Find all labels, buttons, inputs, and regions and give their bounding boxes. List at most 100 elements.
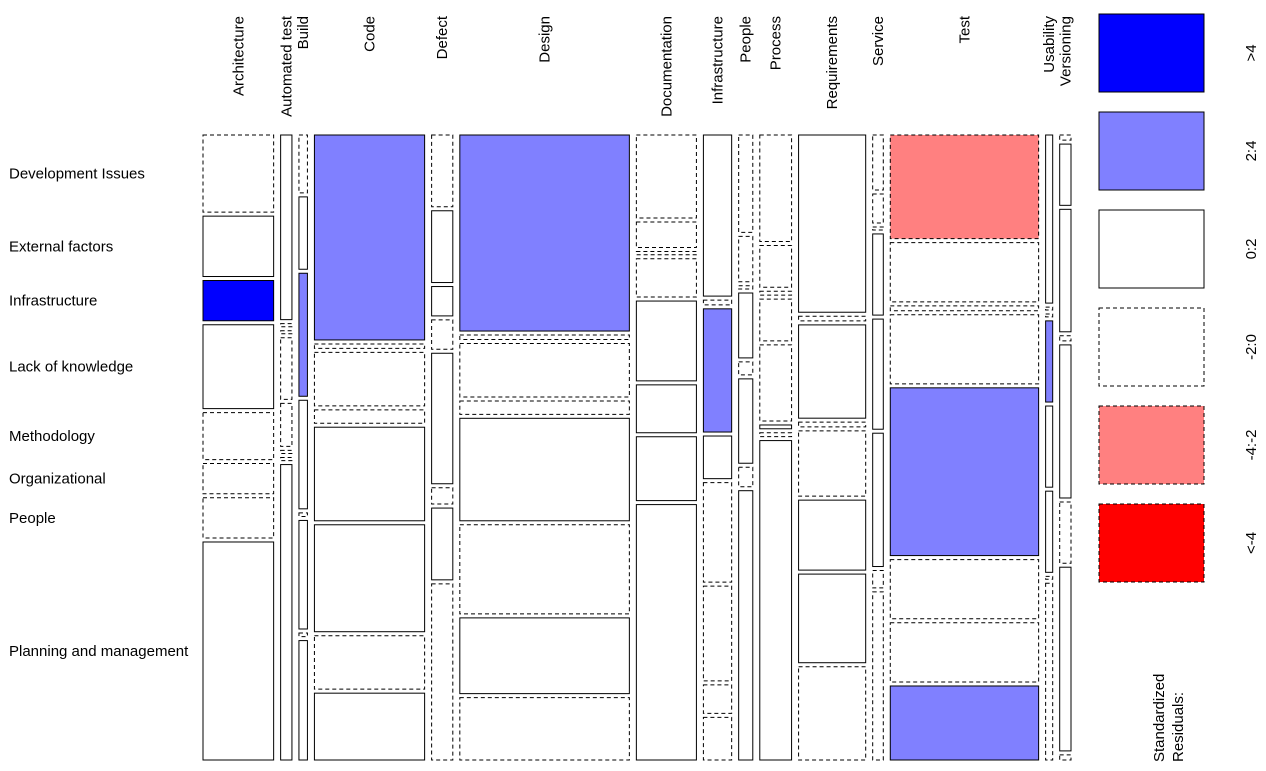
tile-documentation-methodology: [635, 300, 697, 382]
column-label-requirements: Requirements: [824, 16, 841, 109]
tile-test-people: [889, 622, 1040, 683]
tile-service-infrastructure: [872, 226, 884, 231]
tile-infrastructure-people: [702, 684, 733, 714]
tile-automated-test-external-factors: [280, 323, 293, 328]
tile-design-external-factors: [459, 334, 630, 340]
tile-service-lack-of-knowledge: [872, 233, 884, 316]
tile-code-lack-of-knowledge: [313, 409, 426, 424]
tile-usability-infrastructure: [1045, 313, 1054, 318]
tile-versioning-planning-and-management: [1059, 754, 1072, 761]
tile-defect-people: [431, 507, 454, 581]
column-label-design: Design: [537, 16, 554, 63]
column-label-infrastructure: Infrastructure: [710, 16, 727, 104]
tile-usability-methodology: [1045, 405, 1054, 488]
tile-test-planning-and-management: [889, 685, 1040, 761]
tile-design-people: [459, 617, 630, 695]
column-label-defect: Defect: [434, 15, 451, 59]
tile-build-lack-of-knowledge: [298, 399, 308, 510]
column-label-build: Build: [295, 16, 312, 49]
tile-usability-people: [1045, 575, 1054, 580]
tile-service-development-issues: [872, 134, 884, 191]
tile-infrastructure-infrastructure: [702, 308, 733, 433]
tile-architecture-organizational: [202, 463, 275, 495]
tile-versioning-organizational: [1059, 501, 1072, 564]
tile-documentation-planning-and-management: [635, 504, 697, 761]
row-label-infrastructure: Infrastructure: [9, 293, 97, 310]
legend-swatch-5: [1098, 503, 1205, 583]
tile-process-development-issues: [759, 134, 793, 242]
tile-versioning-lack-of-knowledge: [1059, 335, 1072, 342]
tile-people-people: [738, 466, 754, 488]
tile-code-planning-and-management: [313, 692, 426, 761]
tile-usability-development-issues: [1045, 134, 1054, 304]
tile-defect-development-issues: [431, 134, 454, 208]
tile-versioning-people: [1059, 566, 1072, 752]
tile-versioning-infrastructure: [1059, 208, 1072, 333]
tile-architecture-development-issues: [202, 134, 275, 213]
tile-infrastructure-lack-of-knowledge: [702, 435, 733, 480]
tile-process-planning-and-management: [759, 440, 793, 761]
column-label-test: Test: [956, 15, 973, 43]
tile-automated-test-organizational: [280, 449, 293, 455]
tile-test-infrastructure: [889, 305, 1040, 312]
tile-architecture-external-factors: [202, 215, 275, 278]
mosaic-tiles: [202, 134, 1072, 761]
tile-requirements-external-factors: [798, 315, 867, 322]
tile-design-development-issues: [459, 134, 630, 332]
legend-label-0: >4: [1243, 44, 1260, 61]
tile-infrastructure-planning-and-management: [702, 716, 733, 761]
tile-architecture-lack-of-knowledge: [202, 324, 275, 410]
tile-test-external-factors: [889, 242, 1040, 303]
legend-swatch-4: [1098, 405, 1205, 485]
tile-build-methodology: [298, 512, 308, 517]
tile-documentation-infrastructure: [635, 251, 697, 256]
tile-defect-external-factors: [431, 210, 454, 284]
tile-people-development-issues: [738, 134, 754, 233]
tile-requirements-organizational: [798, 499, 867, 571]
row-label-organizational: Organizational: [9, 471, 106, 488]
column-label-code: Code: [362, 16, 379, 52]
tile-versioning-external-factors: [1059, 143, 1072, 206]
tile-requirements-lack-of-knowledge: [798, 421, 867, 428]
row-label-people: People: [9, 510, 56, 527]
tile-architecture-people: [202, 497, 275, 539]
tile-test-methodology: [889, 387, 1040, 557]
tile-requirements-infrastructure: [798, 324, 867, 419]
tile-infrastructure-development-issues: [702, 134, 733, 297]
tile-design-methodology: [459, 417, 630, 522]
tile-automated-test-lack-of-knowledge: [280, 337, 293, 400]
row-label-methodology: Methodology: [9, 428, 95, 445]
tile-versioning-methodology: [1059, 344, 1072, 499]
legend-label-1: 2:4: [1243, 141, 1260, 162]
tile-code-external-factors: [313, 343, 426, 349]
tile-documentation-organizational: [635, 384, 697, 434]
tile-infrastructure-organizational: [702, 585, 733, 682]
tile-code-methodology: [313, 426, 426, 522]
legend-title-line1: Standardized: [1151, 674, 1168, 762]
tile-requirements-people: [798, 573, 867, 664]
tile-infrastructure-external-factors: [702, 299, 733, 306]
tile-build-organizational: [298, 519, 308, 630]
tile-code-infrastructure: [313, 351, 426, 407]
tile-people-planning-and-management: [738, 490, 754, 761]
tile-people-lack-of-knowledge: [738, 292, 754, 359]
legend-title-line2: Residuals:: [1170, 692, 1187, 762]
tile-process-people: [759, 432, 793, 438]
tile-defect-methodology: [431, 352, 454, 485]
tile-architecture-methodology: [202, 412, 275, 461]
tile-service-planning-and-management: [872, 591, 884, 761]
tile-usability-planning-and-management: [1045, 582, 1054, 761]
tile-documentation-external-factors: [635, 221, 697, 249]
column-label-people: People: [738, 16, 755, 63]
legend-label-2: 0:2: [1243, 239, 1260, 260]
tile-build-planning-and-management: [298, 640, 308, 761]
tile-code-development-issues: [313, 134, 426, 341]
tile-automated-test-people: [280, 457, 293, 462]
column-label-versioning: Versioning: [1057, 16, 1074, 86]
tile-process-lack-of-knowledge: [759, 298, 793, 342]
row-label-external-factors: External factors: [9, 238, 113, 255]
tile-process-methodology: [759, 344, 793, 422]
tile-automated-test-planning-and-management: [280, 464, 293, 761]
tile-architecture-infrastructure: [202, 280, 275, 322]
